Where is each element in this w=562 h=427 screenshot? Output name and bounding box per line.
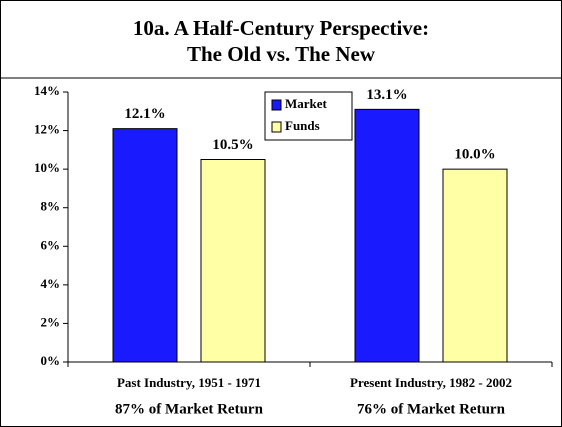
data-label: 10.0% (454, 147, 495, 163)
category-note: 87% of Market Return (115, 401, 264, 417)
y-tick-label: 0% (41, 353, 61, 368)
legend-label: Funds (285, 118, 320, 133)
chart-title: The Old vs. The New (187, 42, 376, 66)
chart-title: 10a. A Half-Century Perspective: (133, 16, 429, 40)
data-label: 13.1% (366, 87, 407, 103)
y-tick-label: 4% (41, 276, 61, 291)
y-tick-label: 14% (34, 83, 60, 98)
bar (200, 159, 266, 363)
y-tick-label: 10% (34, 160, 60, 175)
y-tick-label: 6% (41, 237, 61, 252)
y-tick-label: 12% (34, 122, 60, 137)
y-tick-label: 8% (41, 199, 61, 214)
legend-label: Market (285, 96, 328, 111)
x-tick-label: Present Industry, 1982 - 2002 (350, 375, 512, 390)
x-tick-label: Past Industry, 1951 - 1971 (117, 375, 261, 390)
data-label: 12.1% (124, 106, 165, 122)
data-label: 10.5% (212, 137, 253, 153)
category-note: 76% of Market Return (357, 401, 506, 417)
legend-swatch (271, 99, 282, 111)
legend-swatch (271, 121, 282, 133)
bar (354, 108, 420, 363)
bar (112, 128, 178, 363)
bar (442, 168, 508, 363)
y-tick-label: 2% (41, 314, 61, 329)
